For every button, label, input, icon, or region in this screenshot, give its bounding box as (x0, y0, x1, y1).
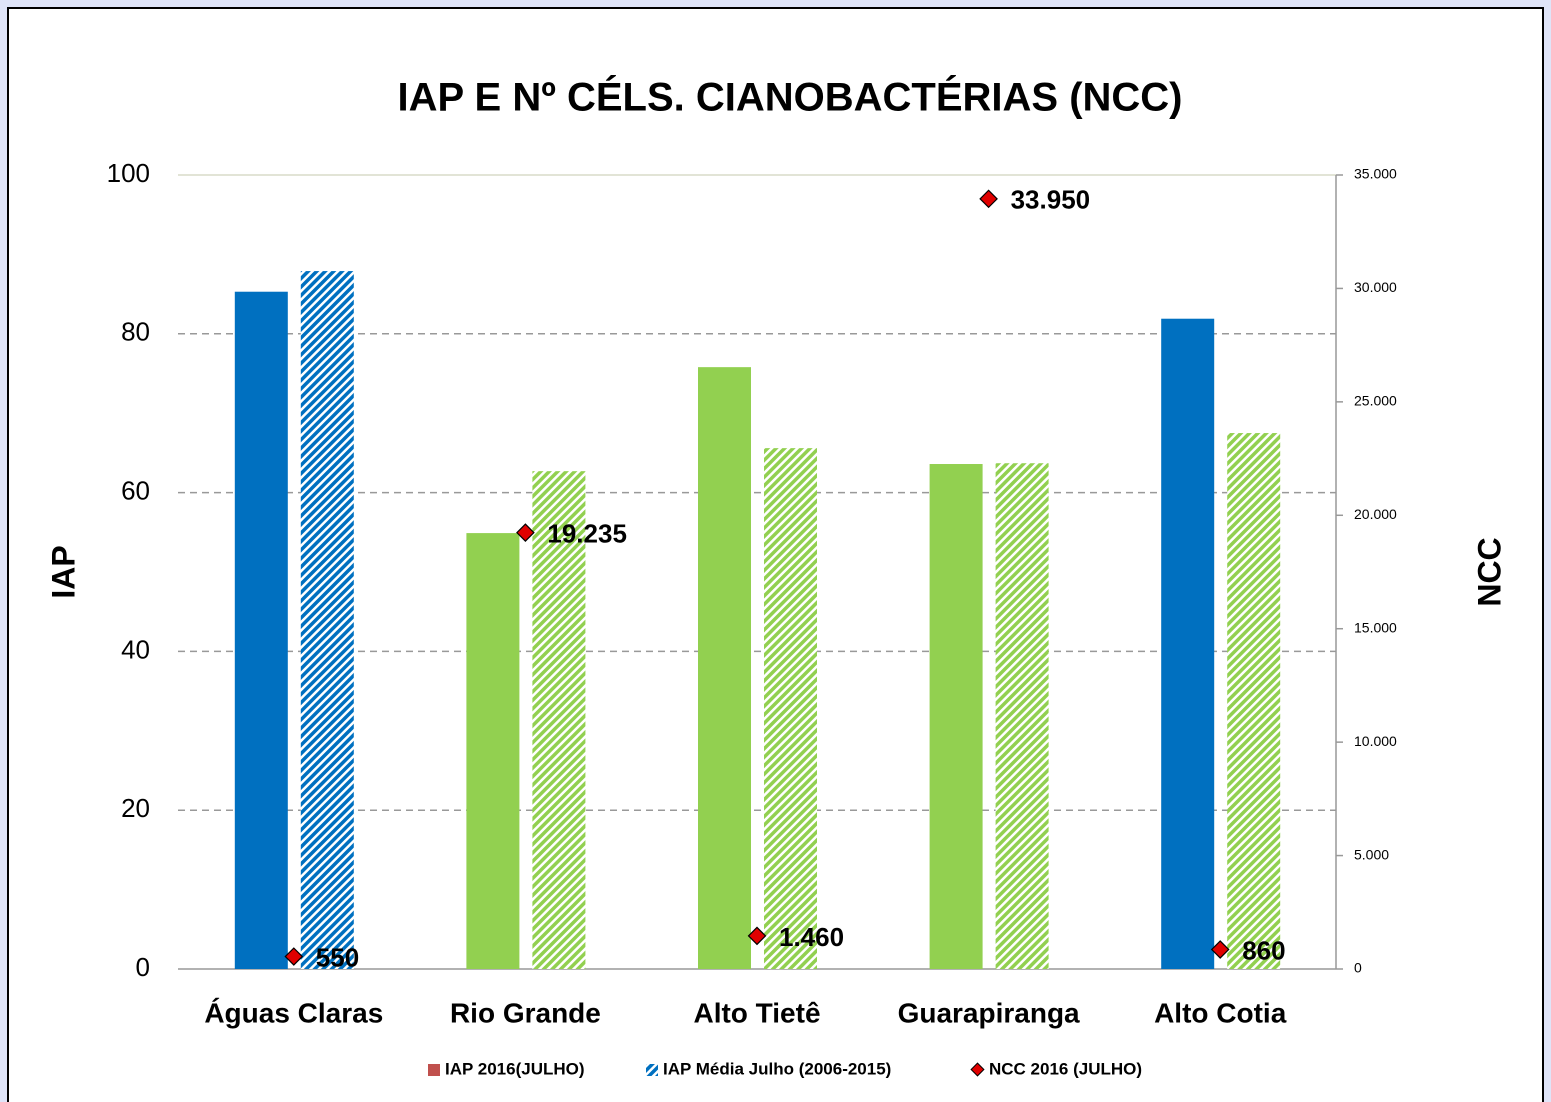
bar (1227, 433, 1281, 969)
ncc-marker (979, 189, 998, 209)
y2-tick-label: 35.000 (1354, 166, 1397, 182)
bar (1161, 318, 1215, 969)
ncc-marker (516, 523, 535, 542)
bar (995, 463, 1049, 969)
x-tick-label: Alto Tietê (693, 997, 820, 1028)
data-label: 550 (316, 942, 359, 972)
ncc-marker (1210, 940, 1230, 959)
legend-label: NCC 2016 (JULHO) (989, 1059, 1142, 1078)
y-tick-label: 80 (121, 317, 150, 347)
bar (300, 271, 354, 970)
bar (764, 448, 817, 969)
chart-title: IAP E Nº CÉLS. CIANOBACTÉRIAS (NCC) (397, 75, 1182, 120)
y2-tick-label: 15.000 (1354, 619, 1397, 635)
y-tick-label: 0 (136, 952, 150, 982)
y2-tick-label: 20.000 (1354, 506, 1397, 522)
bar (929, 464, 983, 969)
legend-swatch (428, 1064, 440, 1076)
data-label: 860 (1242, 935, 1285, 965)
y-tick-label: 60 (121, 475, 150, 505)
data-label: 1.460 (779, 922, 844, 952)
data-label: 19.235 (547, 519, 627, 549)
y-tick-label: 100 (107, 158, 150, 188)
data-label: 33.950 (1011, 185, 1091, 215)
x-tick-label: Alto Cotia (1154, 997, 1287, 1028)
y2-tick-label: 25.000 (1354, 393, 1397, 409)
bar (234, 291, 288, 969)
x-tick-label: Rio Grande (450, 997, 601, 1028)
ncc-marker (284, 947, 304, 966)
bar (698, 367, 751, 969)
x-tick-label: Águas Claras (204, 997, 383, 1028)
legend-label: IAP Média Julho (2006-2015) (663, 1059, 891, 1078)
y2-tick-label: 10.000 (1354, 733, 1397, 749)
bar (466, 533, 520, 969)
y2-tick-label: 5.000 (1354, 846, 1389, 862)
y2-axis-title: NCC (1471, 537, 1507, 606)
y-tick-label: 20 (121, 793, 150, 823)
bar (532, 471, 586, 969)
y2-tick-label: 0 (1354, 960, 1362, 976)
legend-swatch (970, 1062, 985, 1077)
legend-swatch (646, 1064, 658, 1076)
y-tick-label: 40 (121, 634, 150, 664)
x-tick-label: Guarapiranga (898, 997, 1080, 1028)
ncc-marker (747, 926, 767, 946)
y2-tick-label: 30.000 (1354, 279, 1397, 295)
legend-label: IAP 2016(JULHO) (445, 1059, 585, 1078)
y-axis-title: IAP (45, 545, 81, 598)
